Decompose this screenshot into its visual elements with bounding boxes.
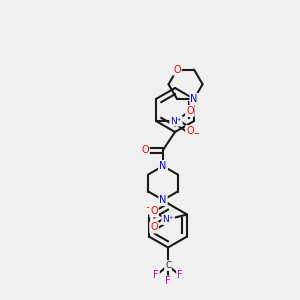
Text: −: − xyxy=(192,129,200,139)
Text: N: N xyxy=(159,161,167,171)
Text: O: O xyxy=(186,126,194,136)
Text: F: F xyxy=(165,277,171,286)
Text: N: N xyxy=(190,94,198,104)
Text: O: O xyxy=(150,206,158,217)
Text: N⁺: N⁺ xyxy=(170,116,182,125)
Text: O: O xyxy=(150,223,158,232)
Text: O: O xyxy=(186,106,194,116)
Text: F: F xyxy=(153,271,159,281)
Text: C: C xyxy=(165,261,171,270)
Text: O: O xyxy=(173,64,181,75)
Text: F: F xyxy=(177,271,183,281)
Text: −: − xyxy=(146,203,154,214)
Text: N: N xyxy=(159,161,167,171)
Text: N: N xyxy=(159,195,167,205)
Text: N⁺: N⁺ xyxy=(162,215,174,224)
Text: O: O xyxy=(141,145,149,155)
